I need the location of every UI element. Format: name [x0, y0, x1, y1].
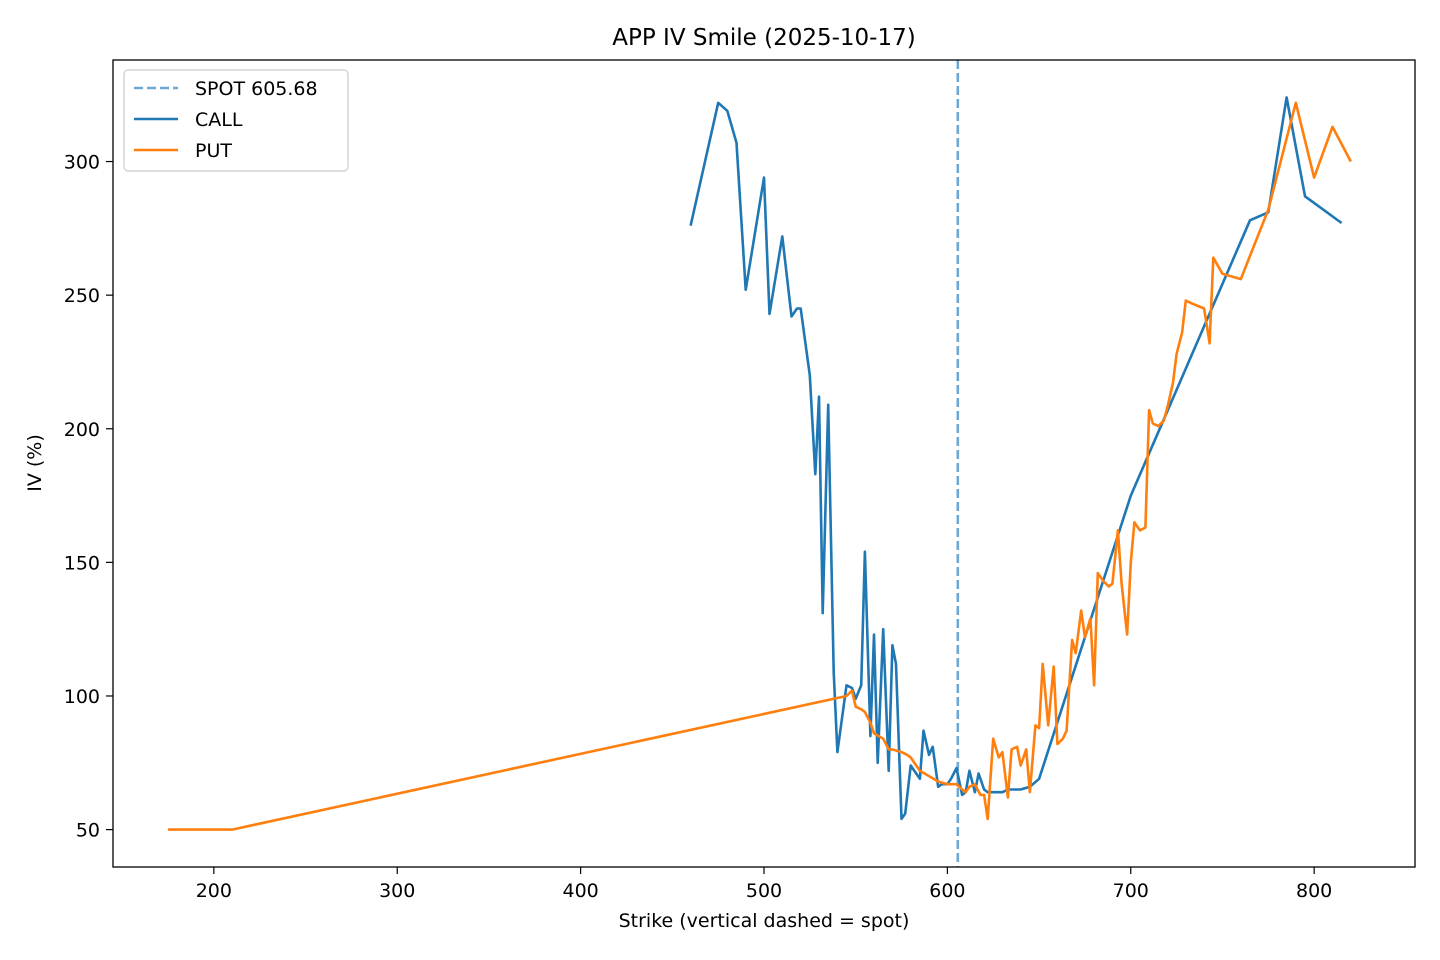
x-tick-label: 500: [746, 880, 782, 902]
y-tick-label: 50: [76, 820, 100, 842]
y-tick-label: 250: [64, 285, 100, 307]
x-tick-label: 800: [1296, 880, 1332, 902]
x-tick-label: 600: [929, 880, 965, 902]
put-series-line: [168, 101, 1352, 831]
series-layer: [168, 60, 1352, 867]
y-tick-label: 300: [64, 152, 100, 174]
chart-title: APP IV Smile (2025-10-17): [612, 25, 915, 51]
legend: SPOT 605.68 CALL PUT: [123, 69, 349, 172]
y-tick-label: 150: [64, 552, 100, 574]
y-tick-label: 100: [64, 686, 100, 708]
x-tick-label: 300: [379, 880, 415, 902]
legend-call-label: CALL: [195, 109, 243, 131]
y-axis-label: IV (%): [24, 434, 46, 492]
legend-box: [123, 69, 349, 172]
x-axis: 200 300 400 500 600 700 800: [196, 867, 1332, 902]
y-tick-label: 200: [64, 419, 100, 441]
legend-spot-label: SPOT 605.68: [195, 78, 318, 100]
legend-put-label: PUT: [195, 140, 232, 162]
x-axis-label: Strike (vertical dashed = spot): [619, 910, 910, 932]
y-axis: 50 100 150 200 250 300: [64, 152, 113, 842]
x-tick-label: 200: [196, 880, 232, 902]
x-tick-label: 400: [562, 880, 598, 902]
x-tick-label: 700: [1113, 880, 1149, 902]
